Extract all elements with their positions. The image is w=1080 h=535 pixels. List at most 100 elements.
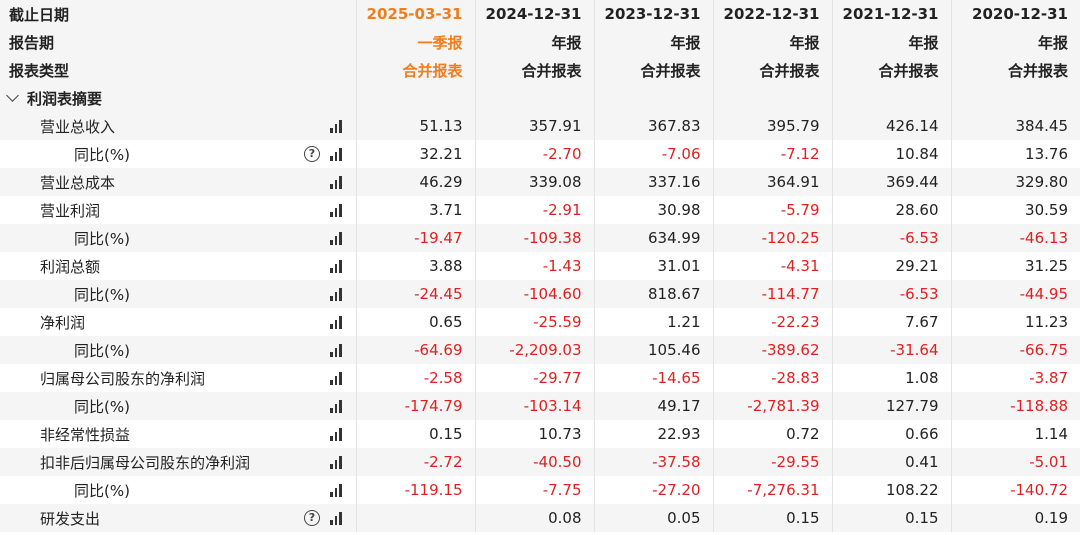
bar-chart-icon[interactable]	[330, 483, 342, 497]
value-cell: 0.72	[713, 420, 833, 448]
value-cell: -104.60	[475, 280, 595, 308]
row-label-cell: 非经常性损益	[0, 420, 357, 448]
section-header[interactable]: 利润表摘要	[0, 84, 357, 112]
value-cell: -37.58	[594, 448, 714, 476]
row-label-cell: 同比(%)	[0, 224, 357, 252]
value-cell: 30.59	[1025, 201, 1068, 219]
bar-chart-icon[interactable]	[330, 231, 342, 245]
value-cell: -2.72	[356, 448, 476, 476]
header-cell: 合并报表	[475, 56, 595, 84]
value-cell: -3.87	[1029, 369, 1068, 387]
value-cell: -2.58	[356, 364, 476, 392]
row-label-cell: 归属母公司股东的净利润	[0, 364, 357, 392]
bar-chart-icon[interactable]	[330, 175, 342, 189]
value-cell: -389.62	[713, 336, 833, 364]
bar-chart-icon[interactable]	[330, 371, 342, 385]
value-cell: 31.01	[594, 252, 714, 280]
bar-chart-icon[interactable]	[330, 259, 342, 273]
row-label-cell: 同比(%)?	[0, 140, 357, 168]
row-label: 同比(%)	[74, 285, 130, 304]
header-cell: 2025-03-31	[356, 0, 476, 28]
value-cell: 3.88	[356, 252, 476, 280]
value-cell: 10.73	[475, 420, 595, 448]
value-cell: 367.83	[594, 112, 714, 140]
value-cell: -7.12	[713, 140, 833, 168]
value-cell: 0.15	[713, 504, 833, 532]
section-title: 利润表摘要	[27, 89, 103, 108]
value-cell: 11.23	[1025, 313, 1068, 331]
bar-chart-icon[interactable]	[330, 147, 342, 161]
header-cell: 年报	[594, 28, 714, 56]
table-row: 营业总收入 51.13 357.91 367.83 395.79 426.14 384.45	[0, 112, 1080, 140]
row-label: 营业利润	[40, 201, 101, 220]
table-row: 利润总额 3.88 -1.43 31.01 -4.31 29.21 31.25	[0, 252, 1080, 280]
value-cell: 10.84	[832, 140, 952, 168]
section-row[interactable]: 利润表摘要	[0, 84, 1080, 112]
value-cell: -31.64	[832, 336, 952, 364]
header-row: 截止日期 2025-03-31 2024-12-31 2023-12-31 2022-1…	[0, 0, 1080, 28]
value-cell: 818.67	[594, 280, 714, 308]
row-label: 同比(%)	[74, 481, 130, 500]
table-row: 扣非后归属母公司股东的净利润 -2.72 -40.50 -37.58 -29.55 0.4…	[0, 448, 1080, 476]
value-cell: 51.13	[356, 112, 476, 140]
chevron-down-icon[interactable]	[6, 88, 19, 102]
value-cell: -6.53	[832, 280, 952, 308]
help-circle-icon[interactable]: ?	[304, 146, 320, 162]
bar-chart-icon[interactable]	[330, 399, 342, 413]
bar-chart-icon[interactable]	[330, 511, 342, 525]
header-cell: 年报	[832, 28, 952, 56]
value-cell: -46.13	[951, 224, 1080, 252]
section-cell	[951, 84, 1080, 112]
value-cell: -2,209.03	[475, 336, 595, 364]
value-cell: -5.79	[713, 196, 833, 224]
help-circle-icon[interactable]: ?	[304, 510, 320, 526]
value-cell: -2.91	[475, 196, 595, 224]
bar-chart-icon[interactable]	[330, 427, 342, 441]
bar-chart-icon[interactable]	[330, 315, 342, 329]
header-cell: 合并报表	[951, 56, 1080, 84]
value-cell: -24.45	[356, 280, 476, 308]
value-cell: 0.08	[475, 504, 595, 532]
table-row: 归属母公司股东的净利润 -2.58 -29.77 -14.65 -28.83 1.08 -3…	[0, 364, 1080, 392]
value-cell: -29.77	[475, 364, 595, 392]
bar-chart-icon[interactable]	[330, 119, 342, 133]
bar-chart-icon[interactable]	[330, 287, 342, 301]
value-cell: -29.55	[713, 448, 833, 476]
table-row: 同比(%)? 32.21 -2.70 -7.06 -7.12 10.84 13.76	[0, 140, 1080, 168]
bar-chart-icon[interactable]	[330, 455, 342, 469]
bar-chart-icon[interactable]	[330, 343, 342, 357]
value-cell: -64.69	[356, 336, 476, 364]
value-cell: 384.45	[951, 112, 1080, 140]
value-cell: 29.21	[832, 252, 952, 280]
value-cell: 32.21	[356, 140, 476, 168]
section-cell	[713, 84, 833, 112]
value-cell: 7.67	[832, 308, 952, 336]
value-cell: 339.08	[475, 168, 595, 196]
value-cell: -1.43	[475, 252, 595, 280]
value-cell: -19.47	[356, 224, 476, 252]
value-cell: 634.99	[594, 224, 714, 252]
row-label-cell: 营业利润	[0, 196, 357, 224]
table-row: 非经常性损益 0.15 10.73 22.93 0.72 0.66 1.14	[0, 420, 1080, 448]
value-cell: -66.75	[951, 336, 1080, 364]
value-cell: -25.59	[475, 308, 595, 336]
header-label: 报表类型	[0, 56, 357, 84]
row-label: 同比(%)	[74, 341, 130, 360]
value-cell: 426.14	[832, 112, 952, 140]
section-cell	[356, 84, 476, 112]
row-label-cell: 利润总额	[0, 252, 357, 280]
row-label-cell: 营业总收入	[0, 112, 357, 140]
value-cell: -7.75	[475, 476, 595, 504]
row-label: 营业总收入	[40, 117, 116, 136]
bar-chart-icon[interactable]	[330, 203, 342, 217]
value-cell: -119.15	[356, 476, 476, 504]
row-label-cell: 同比(%)	[0, 476, 357, 504]
header-label: 报告期	[0, 28, 357, 56]
header-cell: 年报	[951, 28, 1080, 56]
section-cell	[594, 84, 714, 112]
table-row: 营业利润 3.71 -2.91 30.98 -5.79 28.60 30.59	[0, 196, 1080, 224]
value-cell: 0.15	[356, 420, 476, 448]
header-cell: 合并报表	[713, 56, 833, 84]
row-label-cell: 研发支出?	[0, 504, 357, 532]
